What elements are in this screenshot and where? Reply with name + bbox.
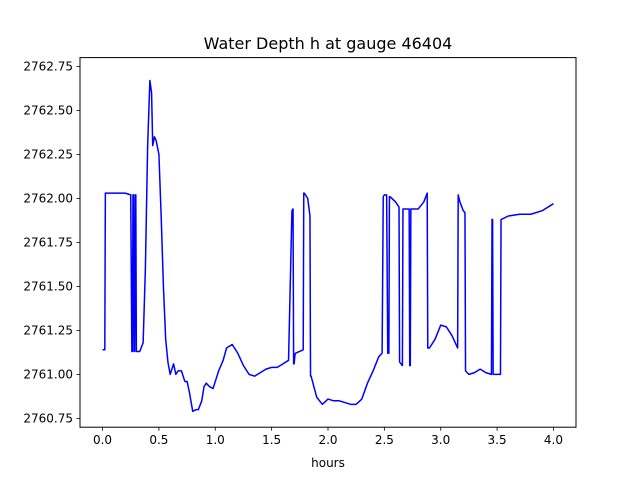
x-tick-label: 2.0: [318, 433, 337, 447]
y-tick-label: 2761.50: [23, 279, 73, 293]
y-tick-label: 2761.00: [23, 367, 73, 381]
x-tick-label: 2.5: [375, 433, 394, 447]
x-tick-label: 0.5: [149, 433, 168, 447]
y-tick-label: 2760.75: [23, 411, 73, 425]
y-tick-label: 2762.25: [23, 147, 73, 161]
y-tick-label: 2761.25: [23, 323, 73, 337]
x-tick-label: 1.0: [206, 433, 225, 447]
x-axis: 0.0 0.5 1.0 1.5 2.0 2.5 3.0 3.5 4.0: [93, 427, 563, 447]
x-tick-label: 1.5: [262, 433, 281, 447]
chart-title: Water Depth h at gauge 46404: [204, 34, 453, 53]
x-tick-label: 3.0: [431, 433, 450, 447]
y-axis: 2760.75 2761.00 2761.25 2761.50 2761.75 2762.…: [23, 59, 80, 425]
x-tick-label: 4.0: [544, 433, 563, 447]
x-tick-label: 0.0: [93, 433, 112, 447]
y-tick-label: 2761.75: [23, 235, 73, 249]
y-tick-label: 2762.00: [23, 191, 73, 205]
x-axis-label: hours: [311, 456, 345, 470]
y-tick-label: 2762.50: [23, 103, 73, 117]
x-tick-label: 3.5: [488, 433, 507, 447]
series-line-0: [102, 79, 554, 413]
y-tick-label: 2762.75: [23, 59, 73, 73]
